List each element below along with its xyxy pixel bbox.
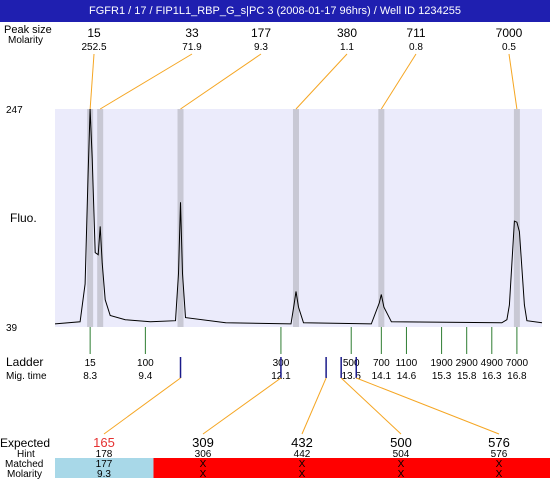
peak-band bbox=[292, 109, 299, 327]
molarity-bottom-label: Molarity bbox=[7, 469, 42, 480]
ladder-time-label: 13.5 bbox=[341, 371, 361, 382]
fragment-connector bbox=[301, 377, 327, 435]
fragment-cell bbox=[252, 458, 352, 478]
ladder-time-label: 14.6 bbox=[397, 371, 417, 382]
peak-connector bbox=[295, 53, 348, 110]
matched-label: Matched bbox=[5, 459, 43, 470]
peak-connector bbox=[508, 53, 518, 110]
fragment-expected: 500 bbox=[390, 435, 412, 450]
mig-time-label: Mig. time bbox=[6, 371, 47, 382]
y-tick-label: 247 bbox=[6, 105, 23, 116]
fragment-matched: X bbox=[299, 459, 306, 470]
plot-area bbox=[55, 109, 542, 327]
peak-molarity-label: 0.5 bbox=[502, 42, 516, 53]
fragment-connector bbox=[356, 377, 500, 435]
fragment-matched: X bbox=[496, 459, 503, 470]
peak-molarity-label: 71.9 bbox=[182, 42, 202, 53]
fragment-molarity: X bbox=[200, 469, 207, 480]
electropherogram-chart: Peak sizeMolarity15252.53371.91779.33801… bbox=[0, 24, 550, 480]
ladder-time-label: 8.3 bbox=[83, 371, 97, 382]
fragment-hint: 306 bbox=[195, 449, 212, 460]
fragment-molarity: 9.3 bbox=[97, 469, 111, 480]
peak-connector bbox=[180, 53, 262, 110]
peak-size-label: 711 bbox=[406, 26, 425, 40]
y-tick-label: 39 bbox=[6, 323, 18, 334]
ladder-time-label: 16.8 bbox=[507, 371, 527, 382]
fragment-cell bbox=[55, 458, 154, 478]
ladder-size-label: 700 bbox=[373, 358, 390, 369]
ladder-time-label: 16.3 bbox=[482, 371, 502, 382]
peak-band bbox=[378, 109, 385, 327]
peak-band bbox=[513, 109, 520, 327]
fragment-expected: 432 bbox=[291, 435, 313, 450]
ladder-size-label: 1900 bbox=[430, 358, 453, 369]
trace-group bbox=[54, 108, 543, 325]
fragment-connector bbox=[202, 377, 282, 435]
chart-title: FGFR1 / 17 / FIP1L1_RBP_G_s|PC 3 (2008-0… bbox=[0, 0, 550, 22]
fragment-expected: 576 bbox=[488, 435, 510, 450]
ladder-size-label: 500 bbox=[343, 358, 360, 369]
peak-molarity-label: 9.3 bbox=[254, 42, 268, 53]
fragment-cell bbox=[351, 458, 450, 478]
fragment-molarity: X bbox=[398, 469, 405, 480]
fragment-cell bbox=[450, 458, 550, 478]
ladder-label: Ladder bbox=[6, 355, 43, 369]
peak-band bbox=[87, 109, 94, 327]
fragment-molarity: X bbox=[299, 469, 306, 480]
ladder-time-label: 15.3 bbox=[432, 371, 452, 382]
ladder-time-label: 15.8 bbox=[457, 371, 477, 382]
peak-size-label: 177 bbox=[251, 26, 271, 40]
peak-molarity-label: 1.1 bbox=[340, 42, 354, 53]
ladder-size-label: 15 bbox=[85, 358, 97, 369]
peak-size-label: 380 bbox=[337, 26, 357, 40]
ladder-size-label: 4900 bbox=[481, 358, 504, 369]
signal-trace bbox=[54, 108, 543, 325]
expected-label: Expected bbox=[0, 436, 50, 450]
peak-size-label: 7000 bbox=[496, 26, 523, 40]
fragment-matched: X bbox=[200, 459, 207, 470]
fragment-connector bbox=[340, 377, 402, 435]
fragment-expected: 309 bbox=[192, 435, 214, 450]
peak-size-label: 15 bbox=[87, 26, 101, 40]
hint-label: Hint bbox=[17, 449, 35, 460]
fragment-hint: 504 bbox=[393, 449, 410, 460]
y-axis: 247 39 Fluo. bbox=[6, 105, 37, 334]
fragment-connector bbox=[103, 377, 181, 435]
peak-size-header: Peak size bbox=[4, 24, 52, 36]
ladder-size-label: 100 bbox=[137, 358, 154, 369]
fragment-cell bbox=[153, 458, 253, 478]
peak-size-label: 33 bbox=[185, 26, 199, 40]
peak-molarity-label: 252.5 bbox=[81, 42, 106, 53]
fragment-matched: 177 bbox=[96, 459, 113, 470]
fragment-hint: 442 bbox=[294, 449, 311, 460]
peak-connector bbox=[89, 53, 95, 110]
ladder-size-label: 2900 bbox=[456, 358, 479, 369]
ladder-size-label: 1100 bbox=[396, 358, 418, 369]
peak-connector bbox=[380, 53, 417, 110]
ladder-size-label: 7000 bbox=[506, 358, 529, 369]
ladder-time-label: 14.1 bbox=[372, 371, 392, 382]
peak-band bbox=[97, 109, 104, 327]
fragment-hint: 178 bbox=[96, 449, 113, 460]
peak-connector bbox=[99, 53, 193, 110]
fragment-molarity: X bbox=[496, 469, 503, 480]
fragment-expected: 165 bbox=[93, 435, 115, 450]
fragment-hint: 576 bbox=[491, 449, 508, 460]
peak-molarity-label: 0.8 bbox=[409, 42, 423, 53]
fragment-matched: X bbox=[398, 459, 405, 470]
molarity-header: Molarity bbox=[8, 35, 43, 46]
ladder-time-label: 9.4 bbox=[138, 371, 152, 382]
y-axis-label: Fluo. bbox=[10, 211, 37, 225]
